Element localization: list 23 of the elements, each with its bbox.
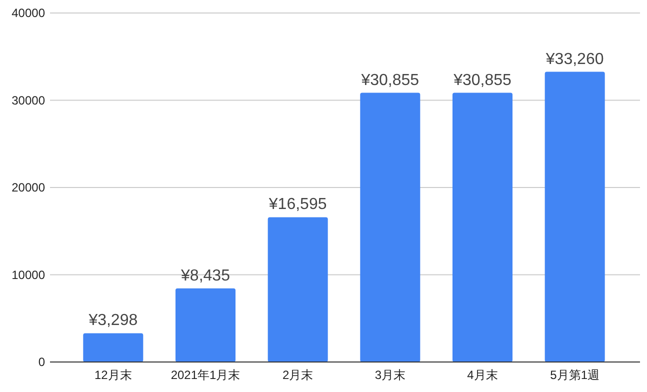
- y-tick-label: 30000: [12, 93, 46, 108]
- x-tick-label: 2月末: [282, 368, 314, 382]
- bar: [452, 92, 513, 362]
- x-tick-label: 3月末: [374, 368, 406, 382]
- bar: [268, 217, 328, 362]
- x-tick-label: 2021年1月末: [170, 368, 240, 382]
- y-tick-label: 10000: [12, 268, 46, 282]
- data-label: ¥33,260: [544, 50, 604, 68]
- bar: [360, 92, 420, 362]
- y-tick-label: 40000: [12, 6, 46, 20]
- x-tick-label: 5月第1週: [550, 368, 600, 382]
- bar: [175, 288, 236, 362]
- y-tick-label: 0: [38, 355, 46, 370]
- data-label: ¥3,298: [88, 312, 138, 330]
- bar: [83, 333, 144, 362]
- x-tick-label: 12月末: [94, 368, 132, 382]
- data-label: ¥8,435: [180, 267, 230, 284]
- x-tick-label: 4月末: [467, 368, 498, 382]
- data-label: ¥16,595: [268, 196, 327, 214]
- bar: [544, 72, 605, 362]
- data-label: ¥30,855: [452, 72, 512, 89]
- y-tick-label: 20000: [12, 180, 46, 195]
- data-label: ¥30,855: [360, 72, 420, 89]
